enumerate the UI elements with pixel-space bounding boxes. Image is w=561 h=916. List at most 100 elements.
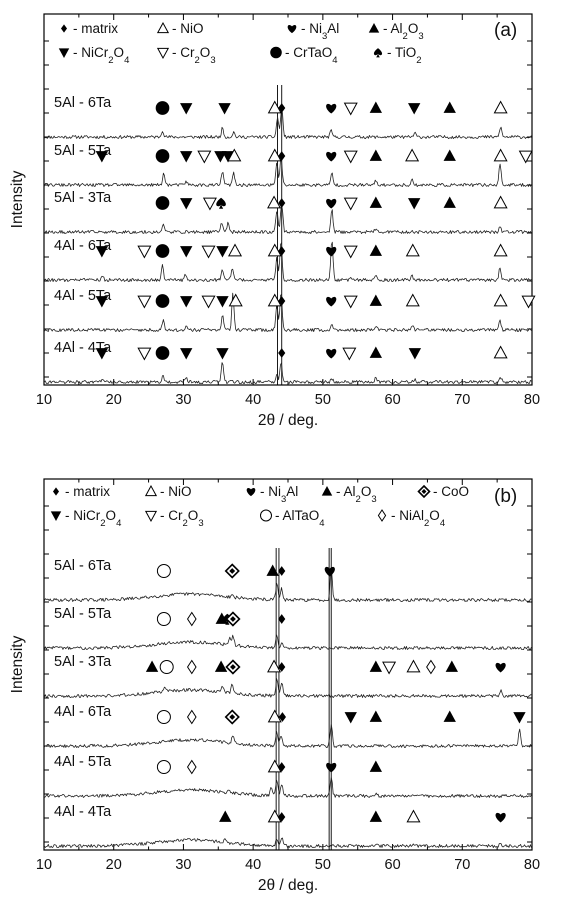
phase-circle-open-icon [156, 564, 171, 578]
pattern-series: 5Al - 5Ta [43, 143, 533, 188]
legend-triangle-filled-icon [368, 23, 380, 33]
y-axis-label: Intensity [9, 170, 26, 228]
phase-triangle-filled-icon [369, 660, 383, 672]
legend-heart-filled-icon [287, 24, 297, 34]
phase-triangle-down-filled-icon [221, 151, 235, 163]
series-label: 4Al - 6Ta [54, 704, 112, 720]
x-tick-label: 10 [36, 392, 52, 408]
phase-triangle-down-open-icon [343, 150, 358, 164]
pattern-line [43, 634, 532, 650]
pattern-line [44, 777, 532, 798]
phase-spade-filled-icon [216, 197, 226, 209]
legend-triangle-down-open-icon [144, 510, 158, 523]
phase-diamond-filled-icon [278, 296, 286, 306]
legend-label: - TiO2 [387, 45, 422, 66]
phase-diamond-filled-icon [278, 103, 286, 113]
phase-diamond-dot-icon [225, 659, 241, 675]
pattern-series: 4Al - 6Ta [43, 704, 532, 748]
phase-triangle-filled-icon [214, 660, 228, 672]
legend-triangle-filled-icon [321, 486, 333, 496]
phase-triangle-down-filled-icon [180, 348, 193, 360]
phase-triangle-down-open-icon [343, 295, 358, 309]
phase-triangle-open-icon [493, 293, 508, 307]
phase-triangle-open-icon [267, 243, 282, 257]
phase-triangle-filled-icon [443, 710, 456, 722]
phase-triangle-down-open-icon [342, 347, 357, 361]
legend-label: - Ni3Al [301, 21, 339, 42]
phase-circle-filled-icon [155, 101, 170, 115]
legend-heart-filled-icon [246, 487, 256, 497]
phase-triangle-filled-icon [219, 810, 232, 822]
x-tick-label: 70 [454, 857, 470, 873]
legend-diamond-filled-icon [60, 24, 68, 33]
legend-label: - matrix [73, 21, 118, 36]
phase-triangle-open-icon [493, 148, 508, 162]
phase-triangle-filled-icon [369, 244, 383, 256]
phase-heart-filled-icon [326, 348, 337, 359]
phase-diamond-dot-icon [224, 563, 240, 579]
phase-triangle-down-filled-icon [95, 151, 109, 163]
phase-triangle-open-icon [267, 195, 282, 209]
series-label: 4Al - 5Ta [54, 754, 112, 770]
phase-triangle-down-filled-icon [216, 348, 229, 360]
phase-triangle-down-filled-icon [95, 348, 109, 360]
phase-heart-filled-icon [495, 812, 506, 823]
phase-triangle-open-icon [405, 243, 420, 257]
phase-triangle-open-icon [267, 759, 282, 773]
legend-label: - Al2O3 [383, 21, 424, 42]
series-label: 5Al - 5Ta [54, 606, 112, 622]
phase-triangle-down-open-icon [343, 245, 358, 259]
phase-diamond-filled-icon [278, 812, 286, 822]
phase-diamond-filled-icon [278, 151, 286, 161]
legend-label: - Ni3Al [260, 484, 298, 505]
pattern-series: 4Al - 5Ta [44, 754, 532, 798]
phase-triangle-filled-icon [443, 149, 456, 161]
legend-label: - NiCr2O4 [73, 45, 129, 66]
pattern-line [44, 203, 532, 235]
x-axis-label: 2θ / deg. [258, 412, 318, 429]
phase-triangle-down-open-icon [137, 347, 152, 361]
phase-triangle-down-open-icon [201, 245, 216, 259]
phase-triangle-filled-icon [266, 564, 279, 576]
phase-heart-filled-icon [326, 246, 337, 257]
phase-triangle-filled-icon [443, 196, 456, 208]
phase-triangle-filled-icon [369, 760, 383, 772]
legend-label: - NiO [172, 21, 204, 36]
phase-triangle-filled-icon [369, 710, 383, 722]
pattern-line [44, 362, 532, 385]
pattern-line [43, 241, 532, 283]
legend-triangle-down-open-icon [156, 47, 170, 60]
series-label: 5Al - 6Ta [54, 558, 112, 574]
phase-triangle-down-filled-icon [180, 296, 193, 308]
phase-circle-filled-icon [155, 196, 170, 210]
phase-diamond-open-icon [186, 611, 197, 627]
phase-circle-filled-icon [155, 294, 170, 308]
pattern-line [43, 723, 532, 748]
phase-circle-open-icon [156, 612, 171, 626]
phase-heart-filled-icon [326, 151, 337, 162]
series-label: 4Al - 4Ta [54, 340, 112, 356]
phase-triangle-open-icon [228, 293, 243, 307]
phase-diamond-filled-icon [278, 198, 286, 208]
phase-diamond-filled-icon [278, 614, 286, 624]
phase-heart-filled-icon [495, 662, 506, 673]
y-axis-label: Intensity [9, 635, 26, 693]
phase-triangle-filled-icon [369, 196, 383, 208]
phase-triangle-down-open-icon [202, 197, 217, 211]
pattern-series: 4Al - 4Ta [43, 804, 532, 848]
phase-triangle-down-open-icon [137, 295, 152, 309]
legend-label: - CoO [433, 484, 469, 499]
phase-triangle-down-filled-icon [344, 712, 357, 724]
pattern-line [43, 292, 532, 333]
legend-label: - CrTaO4 [285, 45, 338, 66]
legend-circle-open-icon [260, 509, 272, 522]
phase-triangle-open-icon [493, 345, 508, 359]
x-tick-label: 70 [454, 392, 470, 408]
phase-diamond-filled-icon [278, 762, 286, 772]
phase-triangle-open-icon [405, 148, 420, 162]
legend-diamond-filled-icon [52, 487, 60, 496]
legend-label: - Cr2O3 [172, 45, 216, 66]
phase-triangle-down-open-icon [343, 102, 358, 116]
legend-label: - NiCr2O4 [65, 508, 121, 529]
phase-triangle-filled-icon [443, 101, 456, 113]
